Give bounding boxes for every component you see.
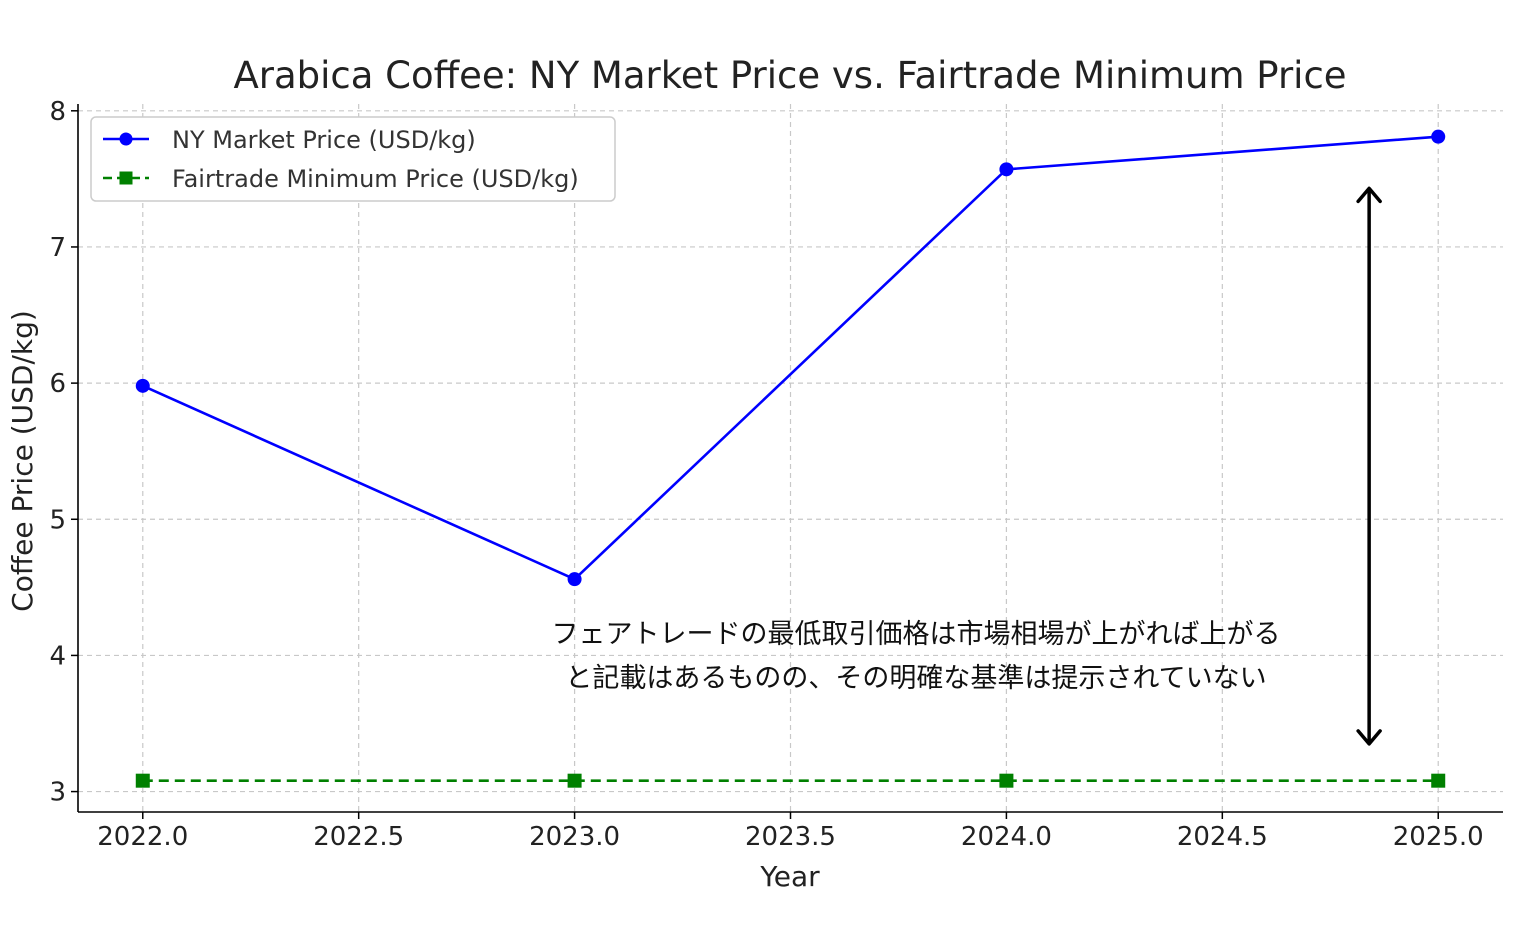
data-point-0 xyxy=(999,162,1014,177)
data-point-1 xyxy=(999,773,1014,788)
x-tick-label: 2022.5 xyxy=(313,822,404,852)
annotation: フェアトレードの最低取引価格は市場相場が上がれば上がる と記載はあるものの、その… xyxy=(552,186,1382,746)
chart-title: Arabica Coffee: NY Market Price vs. Fair… xyxy=(233,54,1346,97)
y-axis-label: Coffee Price (USD/kg) xyxy=(6,310,39,612)
x-tick-label: 2024.5 xyxy=(1177,822,1268,852)
annotation-arrow-head-top xyxy=(1356,186,1382,204)
x-tick-label: 2023.5 xyxy=(745,822,836,852)
legend-box xyxy=(90,116,616,202)
data-point-0 xyxy=(135,378,150,393)
y-tick-label: 8 xyxy=(49,97,66,127)
annotation-line-2: と記載はあるものの、その明確な基準は提示されていない xyxy=(565,663,1266,694)
data-point-1 xyxy=(1431,773,1446,788)
x-tick-label: 2024.0 xyxy=(961,822,1052,852)
annotation-arrow-head-bottom xyxy=(1356,729,1382,746)
y-tick-label: 7 xyxy=(49,233,66,263)
x-tick-label: 2025.0 xyxy=(1393,822,1484,852)
x-tick-label: 2023.0 xyxy=(529,822,620,852)
annotation-line-1: フェアトレードの最低取引価格は市場相場が上がれば上がる xyxy=(552,619,1281,650)
legend: NY Market Price (USD/kg) Fairtrade Minim… xyxy=(90,116,616,202)
x-axis-label: Year xyxy=(759,860,820,893)
legend-label-ny: NY Market Price (USD/kg) xyxy=(172,126,476,154)
y-axis-ticks: 3 4 5 6 7 8 xyxy=(49,97,78,808)
y-tick-label: 4 xyxy=(49,641,66,671)
legend-label-fairtrade: Fairtrade Minimum Price (USD/kg) xyxy=(172,165,579,193)
data-point-0 xyxy=(567,572,582,587)
plot-series xyxy=(135,129,1446,788)
y-tick-label: 3 xyxy=(49,778,66,808)
legend-marker-fairtrade xyxy=(119,171,133,185)
data-point-1 xyxy=(567,773,582,788)
grid xyxy=(78,104,1503,812)
x-tick-label: 2022.0 xyxy=(97,822,188,852)
legend-marker-ny xyxy=(119,132,133,146)
x-axis-ticks: 2022.0 2022.5 2023.0 2023.5 2024.0 2024.5 2025… xyxy=(97,812,1484,852)
data-point-0 xyxy=(1431,129,1446,144)
series-line-0 xyxy=(142,135,1439,581)
y-tick-label: 5 xyxy=(49,505,66,535)
data-point-1 xyxy=(135,773,150,788)
y-tick-label: 6 xyxy=(49,369,66,399)
